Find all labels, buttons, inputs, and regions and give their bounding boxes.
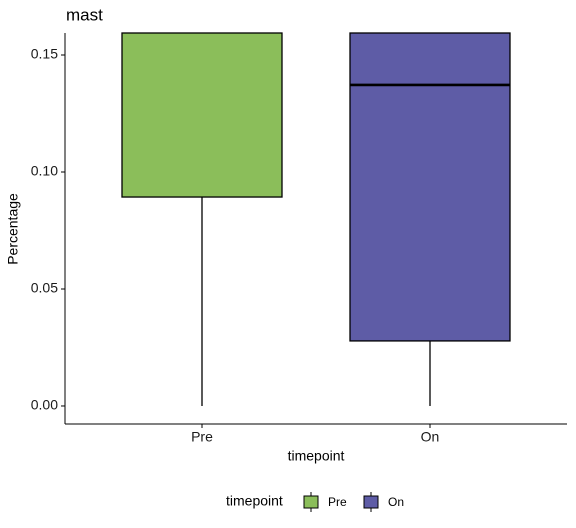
x-axis-label: timepoint bbox=[288, 448, 345, 464]
chart-title: mast bbox=[66, 5, 103, 24]
legend-key bbox=[363, 495, 379, 509]
legend-title: timepoint bbox=[226, 493, 283, 509]
y-axis-label: Percentage bbox=[5, 193, 21, 265]
y-tick-label: 0.00 bbox=[31, 397, 58, 413]
x-tick-label: On bbox=[421, 429, 440, 445]
legend-key bbox=[303, 495, 319, 509]
x-tick-label: Pre bbox=[191, 429, 213, 445]
legend-label: On bbox=[388, 495, 404, 509]
legend-label: Pre bbox=[328, 495, 347, 509]
y-tick-label: 0.15 bbox=[31, 46, 58, 62]
box bbox=[349, 32, 511, 342]
y-tick-label: 0.05 bbox=[31, 280, 58, 296]
box bbox=[121, 32, 283, 198]
y-tick-label: 0.10 bbox=[31, 163, 58, 179]
